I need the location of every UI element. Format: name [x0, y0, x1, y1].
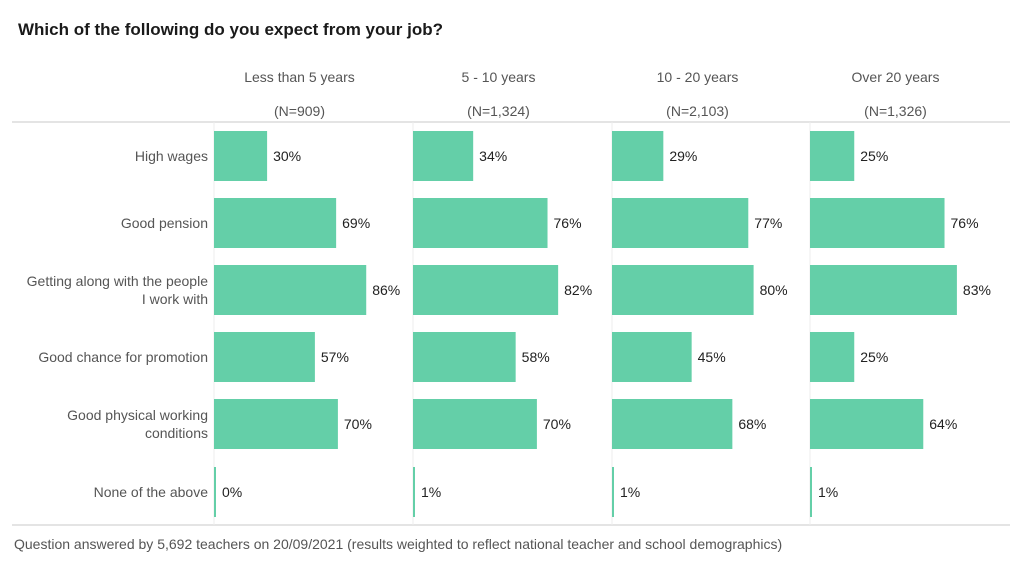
bar	[214, 467, 216, 517]
bar	[810, 265, 957, 315]
value-label: 64%	[929, 416, 957, 432]
footnote: Question answered by 5,692 teachers on 2…	[14, 536, 783, 552]
value-label: 86%	[372, 282, 400, 298]
chart-title: Which of the following do you expect fro…	[18, 20, 443, 39]
column-header: 5 - 10 years	[462, 69, 536, 85]
value-label: 77%	[754, 215, 782, 231]
panel: 29% 77% 80% 45% 68% 1%	[611, 122, 788, 525]
row-label-line: None of the above	[94, 484, 209, 500]
bar	[612, 131, 664, 181]
row-label: None of the above	[94, 484, 209, 500]
value-label: 80%	[760, 282, 788, 298]
column-header: 10 - 20 years	[657, 69, 739, 85]
column-header: Less than 5 years	[244, 69, 355, 85]
value-label: 30%	[273, 148, 301, 164]
value-label: 83%	[963, 282, 991, 298]
panels: 30% 69% 86% 57% 70% 0% 34% 76% 82% 58% 70% 1% 29% 77%…	[213, 122, 991, 525]
row-label-line: Good physical working	[67, 407, 208, 423]
value-label: 76%	[554, 215, 582, 231]
bar	[810, 131, 855, 181]
bar	[810, 332, 855, 382]
bar	[413, 265, 559, 315]
bar	[413, 467, 415, 517]
bar	[214, 332, 315, 382]
column-headers: Less than 5 years (N=909) 5 - 10 years (N=1…	[244, 69, 939, 119]
panel: 34% 76% 82% 58% 70% 1%	[412, 122, 592, 525]
bar	[214, 399, 338, 449]
bar	[612, 399, 733, 449]
bar	[810, 467, 812, 517]
dividers	[12, 121, 1010, 526]
row-label-line: Good pension	[121, 215, 208, 231]
column-n-label: (N=909)	[274, 103, 325, 119]
column-n-label: (N=2,103)	[666, 103, 729, 119]
row-label-line: High wages	[135, 148, 208, 164]
value-label: 70%	[344, 416, 372, 432]
value-label: 70%	[543, 416, 571, 432]
bar	[214, 131, 268, 181]
bar	[413, 131, 474, 181]
row-labels: High wages Good pension Getting along with…	[27, 148, 209, 500]
value-label: 1%	[818, 484, 838, 500]
bar	[214, 198, 337, 248]
row-label-line: conditions	[145, 425, 208, 441]
value-label: 29%	[669, 148, 697, 164]
row-label-line: I work with	[142, 291, 208, 307]
column-header: Over 20 years	[852, 69, 940, 85]
row-label-line: Getting along with the people	[27, 273, 209, 289]
panel: 30% 69% 86% 57% 70% 0%	[213, 122, 400, 525]
row-label: High wages	[135, 148, 208, 164]
bar	[612, 332, 692, 382]
bar	[612, 467, 614, 517]
value-label: 45%	[698, 349, 726, 365]
bar	[413, 198, 548, 248]
value-label: 82%	[564, 282, 592, 298]
value-label: 1%	[620, 484, 640, 500]
bar	[810, 399, 924, 449]
value-label: 68%	[738, 416, 766, 432]
value-label: 1%	[421, 484, 441, 500]
bar	[810, 198, 945, 248]
bar	[612, 198, 749, 248]
value-label: 0%	[222, 484, 242, 500]
value-label: 58%	[522, 349, 550, 365]
value-label: 25%	[860, 349, 888, 365]
row-label: Getting along with the people I work with	[27, 273, 209, 307]
bar	[214, 265, 367, 315]
value-label: 69%	[342, 215, 370, 231]
column-n-label: (N=1,326)	[864, 103, 927, 119]
value-label: 34%	[479, 148, 507, 164]
column-n-label: (N=1,324)	[467, 103, 530, 119]
row-label: Good chance for promotion	[38, 349, 208, 365]
value-label: 25%	[860, 148, 888, 164]
value-label: 76%	[951, 215, 979, 231]
row-label-line: Good chance for promotion	[38, 349, 208, 365]
row-label: Good pension	[121, 215, 208, 231]
bar	[413, 332, 516, 382]
panel: 25% 76% 83% 25% 64% 1%	[809, 122, 991, 525]
value-label: 57%	[321, 349, 349, 365]
bar	[413, 399, 537, 449]
bar	[612, 265, 754, 315]
row-label: Good physical working conditions	[67, 407, 208, 441]
